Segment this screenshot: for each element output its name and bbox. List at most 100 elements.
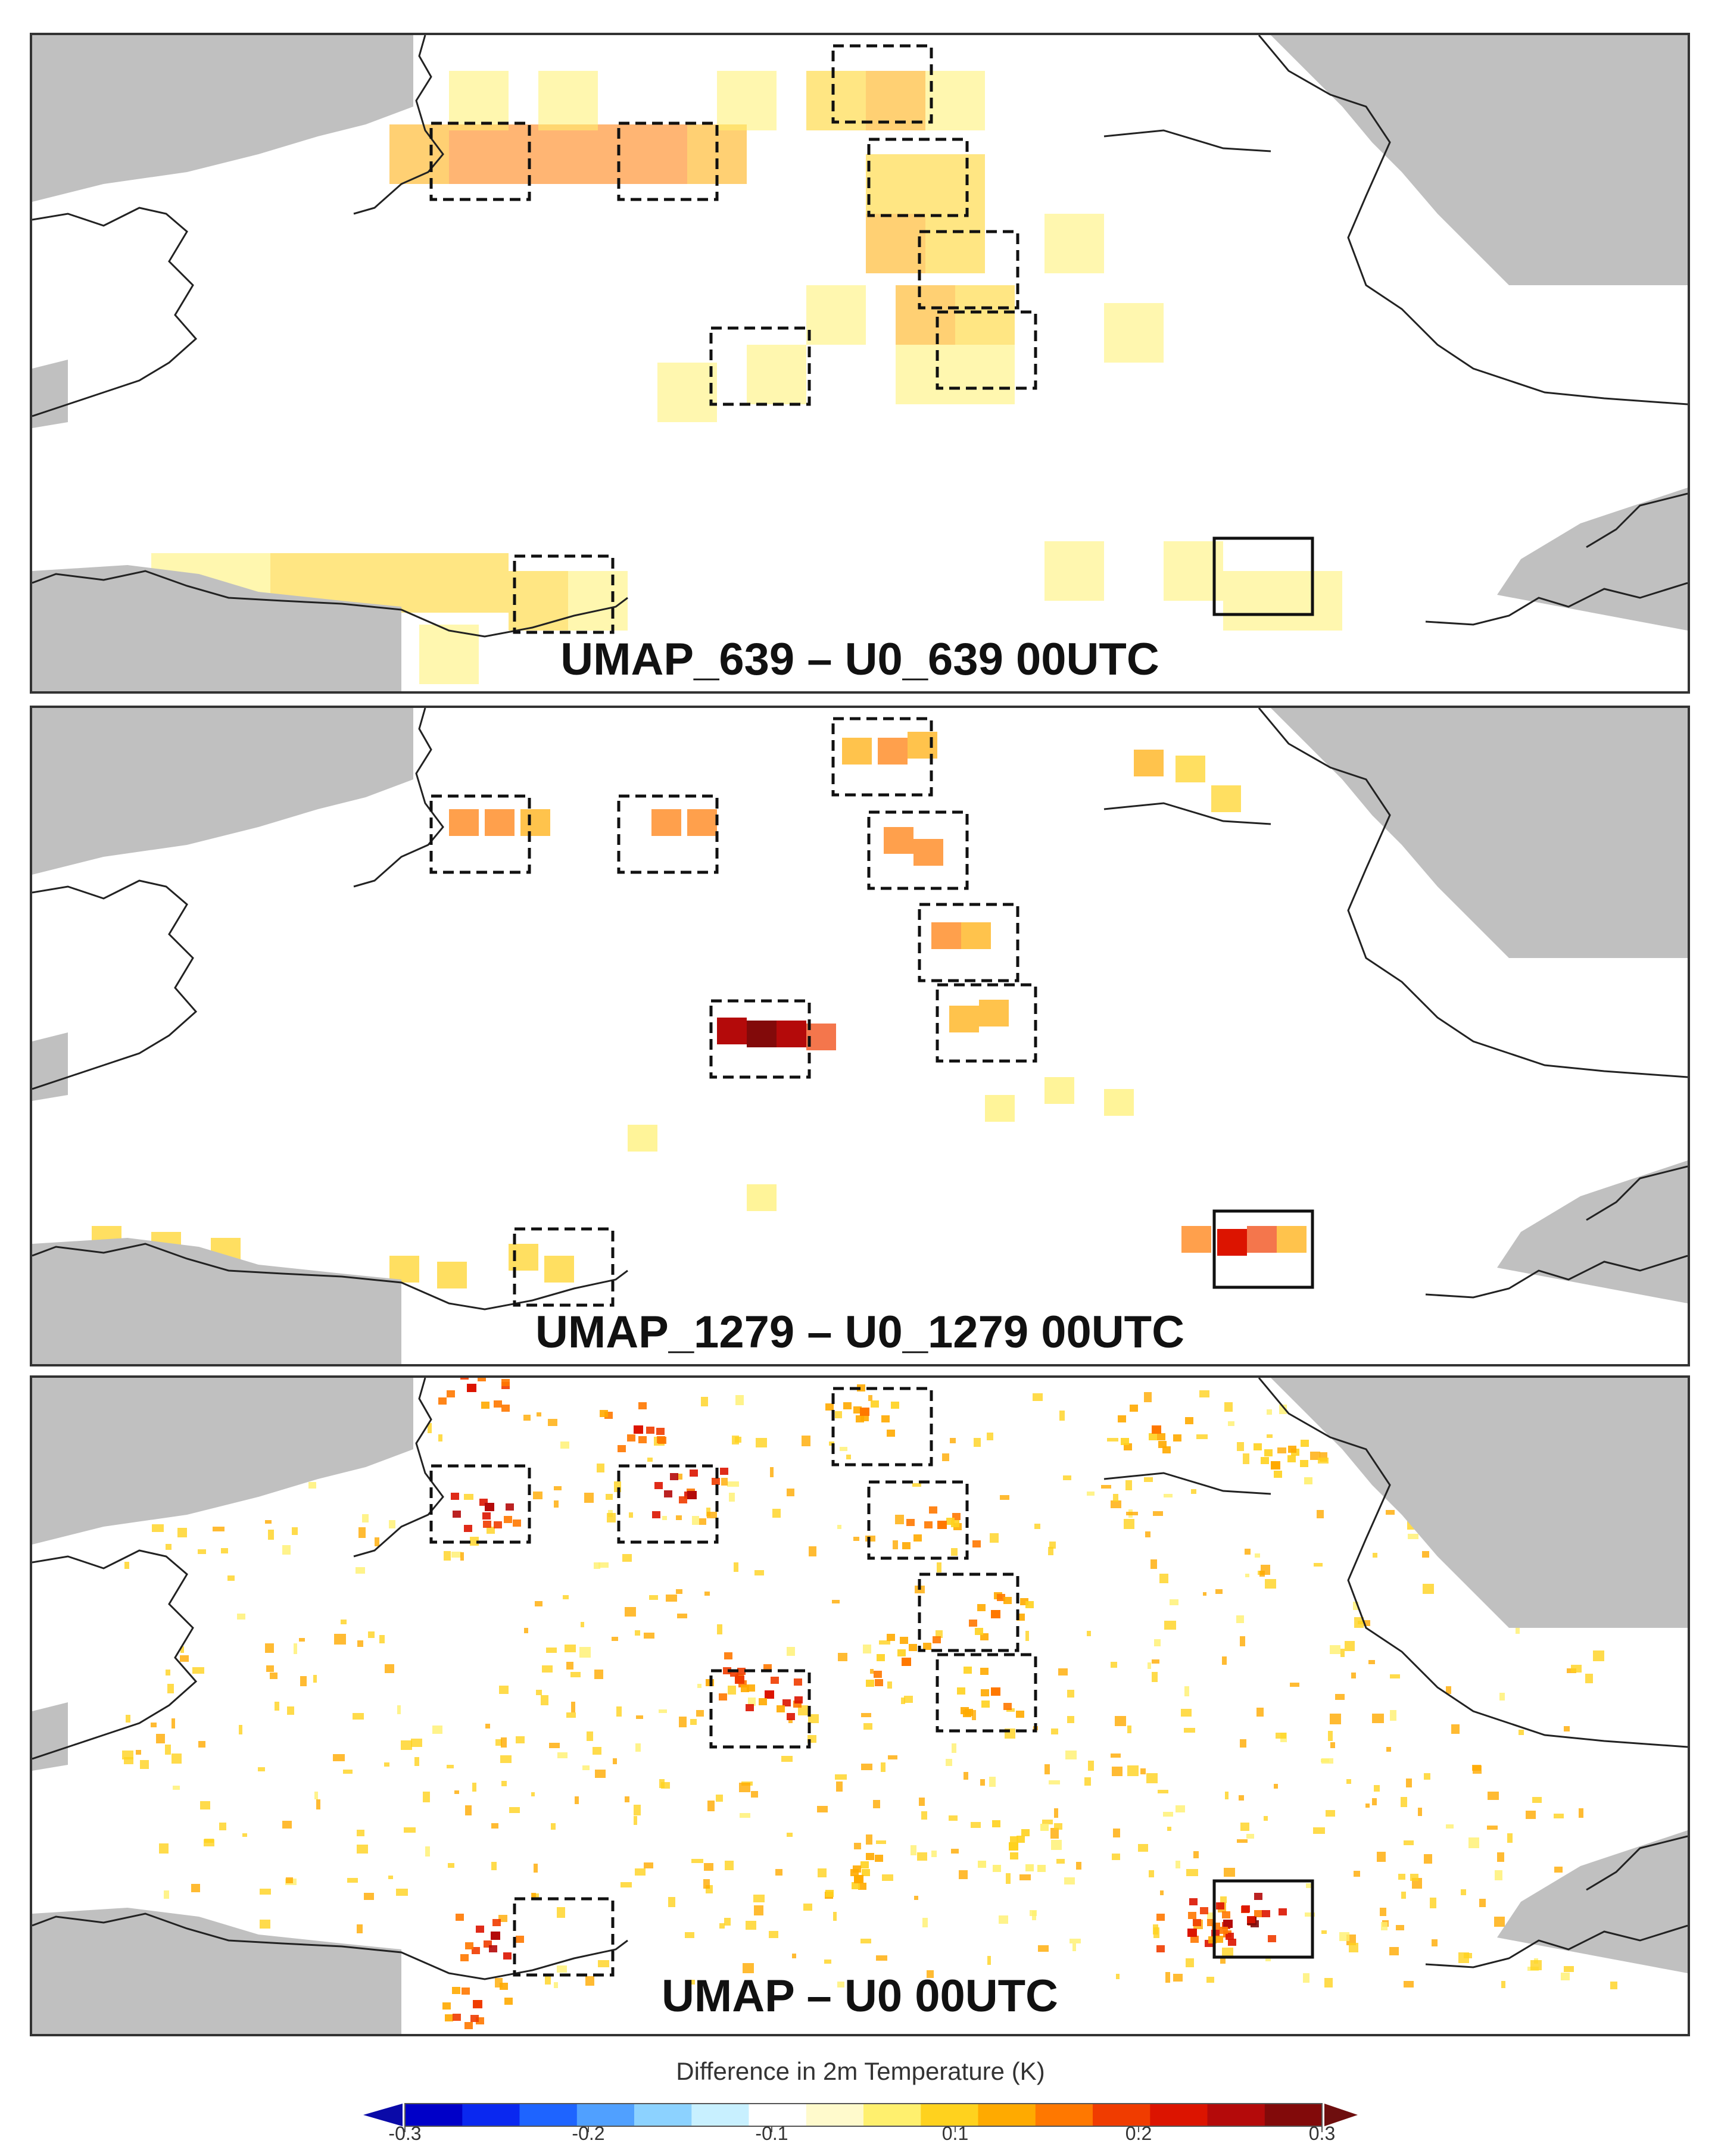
anomaly-speck: [719, 1693, 727, 1701]
anomaly-cell: [1211, 785, 1241, 812]
anomaly-speck: [846, 1455, 851, 1459]
anomaly-speck: [728, 1686, 736, 1695]
anomaly-speck: [964, 1667, 972, 1674]
anomaly-speck: [622, 1554, 632, 1562]
anomaly-speck: [870, 1669, 874, 1674]
anomaly-speck: [1228, 1421, 1234, 1426]
anomaly-speck: [616, 1706, 622, 1717]
anomaly-speck: [1313, 1827, 1325, 1834]
anomaly-speck: [788, 1718, 793, 1723]
anomaly-speck: [685, 1932, 694, 1938]
sea-region: [32, 708, 413, 875]
anomaly-speck: [560, 1442, 569, 1449]
anomaly-speck: [902, 1542, 911, 1549]
anomaly-speck: [364, 1893, 374, 1900]
anomaly-speck: [1148, 1662, 1151, 1669]
anomaly-cell: [925, 71, 985, 130]
anomaly-cell: [878, 738, 908, 765]
anomaly-speck: [638, 1402, 647, 1409]
anomaly-speck: [1446, 1824, 1454, 1829]
anomaly-cell: [747, 1021, 777, 1047]
anomaly-speck: [368, 1631, 375, 1638]
anomaly-speck: [447, 1765, 454, 1768]
anomaly-speck: [136, 1750, 141, 1755]
anomaly-speck: [1279, 1908, 1287, 1915]
anomaly-speck: [692, 1516, 699, 1525]
anomaly-cell: [925, 154, 985, 214]
anomaly-speck: [1010, 1852, 1018, 1859]
anomaly-speck: [881, 1415, 890, 1422]
anomaly-speck: [1033, 1393, 1043, 1401]
anomaly-cell: [449, 809, 479, 836]
anomaly-speck: [581, 1622, 584, 1627]
anomaly-speck: [180, 1646, 184, 1653]
anomaly-speck: [357, 1640, 363, 1647]
coastline: [1258, 1378, 1688, 1748]
anomaly-speck: [489, 1945, 497, 1952]
anomaly-speck: [1386, 1747, 1391, 1752]
anomaly-speck: [164, 1890, 169, 1899]
anomaly-cell: [866, 71, 925, 130]
map-panel-2: UMAP_1279 – U0_1279 00UTC: [30, 706, 1690, 1366]
anomaly-speck: [506, 1503, 514, 1511]
anomaly-hotspot: [937, 1521, 947, 1529]
anomaly-speck: [1088, 1761, 1094, 1771]
anomaly-hotspot: [854, 1875, 863, 1883]
colorbar-swatch: [1207, 2104, 1265, 2126]
anomaly-speck: [906, 1519, 915, 1526]
anomaly-speck: [1118, 1415, 1126, 1422]
anomaly-speck: [1381, 1922, 1388, 1930]
anomaly-speck: [524, 1628, 528, 1633]
anomaly-cell: [520, 809, 550, 836]
anomaly-cell: [806, 71, 866, 130]
dashed-region-box: [918, 230, 1019, 310]
anomaly-speck: [452, 1987, 460, 1994]
anomaly-speck: [548, 1419, 557, 1426]
anomaly-speck: [554, 1500, 559, 1508]
anomaly-speck: [575, 1796, 579, 1804]
anomaly-speck: [1424, 1773, 1430, 1780]
anomaly-speck: [1488, 1792, 1499, 1800]
anomaly-speck: [737, 1668, 746, 1675]
anomaly-speck: [1372, 1798, 1377, 1805]
anomaly-speck: [963, 1710, 971, 1717]
anomaly-speck: [1410, 1874, 1418, 1881]
anomaly-speck: [1239, 1795, 1244, 1801]
anomaly-speck: [1072, 1943, 1076, 1951]
anomaly-speck: [1396, 1925, 1404, 1930]
anomaly-speck: [775, 1869, 782, 1876]
anomaly-speck: [679, 1717, 687, 1727]
anomaly-speck: [1185, 1417, 1193, 1424]
colorbar-swatch: [576, 2104, 635, 2126]
anomaly-speck: [638, 1436, 647, 1443]
anomaly-speck: [798, 1705, 808, 1715]
anomaly-speck: [275, 1702, 279, 1711]
sea-group: [32, 708, 1688, 1364]
anomaly-speck: [501, 1737, 507, 1748]
anomaly-cell: [961, 922, 991, 949]
dashed-region-box: [867, 810, 969, 890]
anomaly-speck: [1564, 1726, 1570, 1731]
anomaly-speck: [260, 1920, 270, 1929]
anomaly-speck: [720, 1468, 728, 1475]
anomaly-speck: [1051, 1728, 1058, 1734]
anomaly-speck: [770, 1467, 774, 1477]
anomaly-speck: [659, 1709, 667, 1713]
anomaly-speck: [837, 1525, 841, 1529]
anomaly-speck: [1487, 1826, 1498, 1830]
anomaly-speck: [729, 1493, 735, 1502]
anomaly-speck: [456, 1914, 464, 1921]
anomaly-speck: [951, 1520, 959, 1527]
anomaly-speck: [1240, 1739, 1246, 1748]
colorbar-extend-high: [1324, 2104, 1358, 2126]
anomaly-speck: [1423, 1584, 1434, 1594]
anomaly-speck: [787, 1713, 795, 1720]
anomaly-cell: [1044, 214, 1104, 273]
anomaly-speck: [1040, 1824, 1049, 1831]
anomaly-speck: [549, 1743, 560, 1748]
anomaly-speck: [835, 1411, 842, 1418]
anomaly-speck: [1516, 1624, 1520, 1634]
anomaly-speck: [993, 1865, 1001, 1872]
anomaly-speck: [531, 1893, 536, 1898]
coastline: [1586, 1835, 1688, 1891]
